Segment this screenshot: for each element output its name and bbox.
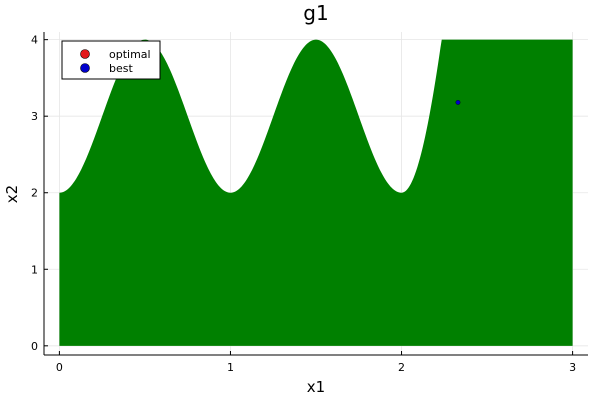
legend: optimal best	[61, 40, 161, 80]
legend-label-best: best	[109, 62, 133, 75]
y-axis-title: x2	[3, 185, 21, 203]
legend-label-optimal: optimal	[109, 48, 151, 61]
feasible-region	[59, 39, 573, 346]
point-best	[455, 100, 461, 105]
tick-labels: 0 1 2 3 0 1 2 3 4	[31, 34, 576, 374]
data-points	[455, 100, 461, 105]
x-axis-title: x1	[307, 378, 325, 396]
legend-marker-optimal	[80, 49, 90, 59]
chart-title: g1	[303, 1, 328, 25]
y-tick-label: 3	[31, 110, 38, 123]
y-tick-label: 0	[31, 340, 38, 353]
y-tick-label: 1	[31, 263, 38, 276]
x-tick-label: 1	[227, 361, 234, 374]
x-tick-label: 0	[56, 361, 63, 374]
legend-box	[61, 40, 161, 80]
legend-marker-best	[80, 63, 90, 73]
x-tick-label: 2	[398, 361, 405, 374]
y-tick-label: 4	[31, 34, 38, 47]
y-tick-label: 2	[31, 187, 38, 200]
axes	[43, 32, 588, 356]
x-tick-label: 3	[569, 361, 576, 374]
